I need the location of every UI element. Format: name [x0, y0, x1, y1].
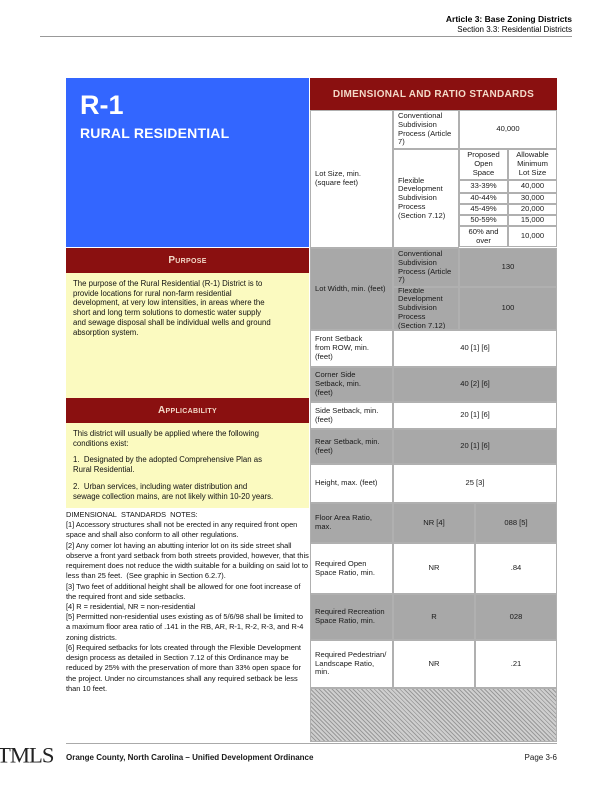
svg-text:TMLS: TMLS: [0, 744, 54, 768]
